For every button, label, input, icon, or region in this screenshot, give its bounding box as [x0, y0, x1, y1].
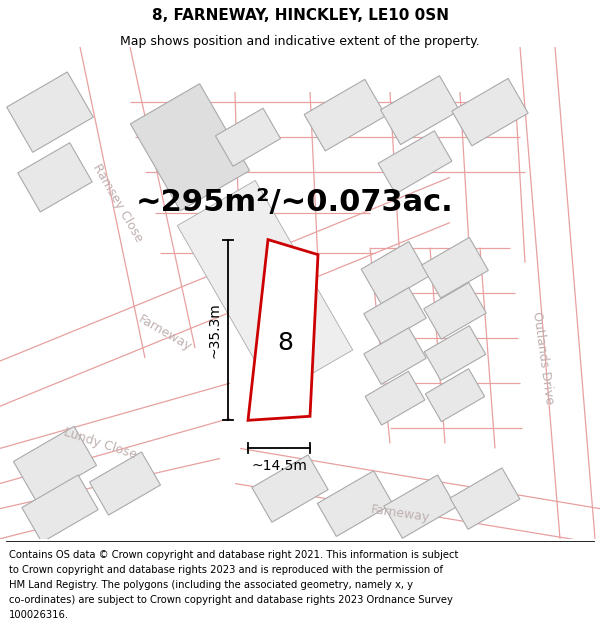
Text: Map shows position and indicative extent of the property.: Map shows position and indicative extent…: [120, 35, 480, 48]
Text: ~14.5m: ~14.5m: [251, 459, 307, 474]
Polygon shape: [425, 369, 485, 422]
Polygon shape: [18, 142, 92, 212]
Text: 8: 8: [277, 331, 293, 355]
Text: 8, FARNEWAY, HINCKLEY, LE10 0SN: 8, FARNEWAY, HINCKLEY, LE10 0SN: [151, 8, 449, 23]
Text: 100026316.: 100026316.: [9, 611, 69, 621]
Polygon shape: [424, 282, 486, 339]
Text: Lundy Close: Lundy Close: [62, 426, 138, 461]
Polygon shape: [130, 84, 250, 211]
Text: ~35.3m: ~35.3m: [207, 302, 221, 358]
Polygon shape: [13, 426, 97, 501]
Text: Farneway: Farneway: [370, 503, 430, 524]
Polygon shape: [177, 181, 353, 395]
Polygon shape: [364, 288, 426, 344]
Polygon shape: [89, 452, 160, 515]
Polygon shape: [378, 131, 452, 194]
Text: co-ordinates) are subject to Crown copyright and database rights 2023 Ordnance S: co-ordinates) are subject to Crown copyr…: [9, 595, 453, 605]
Polygon shape: [248, 239, 318, 420]
Text: Outlands Drive: Outlands Drive: [530, 311, 556, 406]
Polygon shape: [215, 108, 281, 166]
Polygon shape: [304, 79, 386, 151]
Polygon shape: [422, 238, 488, 298]
Text: Contains OS data © Crown copyright and database right 2021. This information is : Contains OS data © Crown copyright and d…: [9, 550, 458, 560]
Polygon shape: [424, 326, 486, 381]
Polygon shape: [365, 371, 425, 425]
Polygon shape: [7, 72, 94, 152]
Text: Ramsey Close: Ramsey Close: [91, 161, 146, 244]
Polygon shape: [364, 328, 426, 384]
Text: HM Land Registry. The polygons (including the associated geometry, namely x, y: HM Land Registry. The polygons (includin…: [9, 580, 413, 590]
Polygon shape: [384, 475, 456, 538]
Polygon shape: [22, 475, 98, 542]
Polygon shape: [317, 471, 392, 536]
Text: ~295m²/~0.073ac.: ~295m²/~0.073ac.: [136, 188, 454, 217]
Polygon shape: [252, 455, 328, 522]
Polygon shape: [380, 76, 460, 144]
Text: to Crown copyright and database rights 2023 and is reproduced with the permissio: to Crown copyright and database rights 2…: [9, 565, 443, 575]
Text: Farneway: Farneway: [136, 312, 194, 354]
Polygon shape: [450, 468, 520, 529]
Polygon shape: [452, 78, 528, 146]
Polygon shape: [361, 241, 429, 304]
